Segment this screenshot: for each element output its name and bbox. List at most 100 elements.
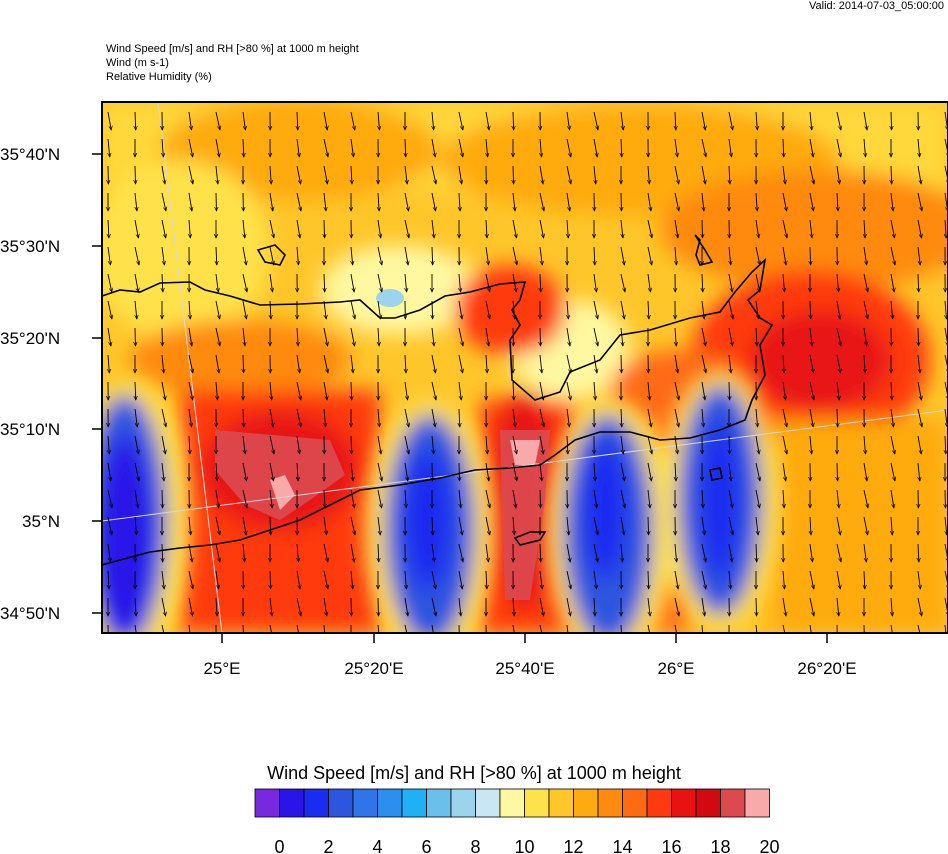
wind-arrow xyxy=(270,570,271,589)
wind-arrow xyxy=(107,462,111,481)
wind-arrow xyxy=(782,435,787,454)
wind-arrow xyxy=(404,381,408,400)
wind-arrow xyxy=(648,300,649,319)
wind-arrow xyxy=(432,300,433,319)
wind-arrow xyxy=(647,408,651,427)
wind-arrow xyxy=(701,300,704,319)
wind-arrow xyxy=(161,435,165,454)
wind-arrow xyxy=(728,300,733,319)
lon-label: 25°20'E xyxy=(344,659,403,678)
wind-arrow xyxy=(566,165,571,184)
wind-arrow xyxy=(917,165,921,184)
wind-arrow xyxy=(458,570,462,589)
wind-arrow xyxy=(432,327,434,346)
wind-arrow xyxy=(404,435,409,454)
colorbar-cell xyxy=(695,788,721,818)
wind-arrow xyxy=(431,381,436,400)
lat-label: 35°30'N xyxy=(0,237,60,256)
wind-arrow xyxy=(701,516,705,535)
wind-arrow xyxy=(296,570,300,589)
wind-arrow xyxy=(539,570,542,589)
wind-arrow xyxy=(134,246,139,265)
wind-arrow xyxy=(351,381,352,400)
lon-label: 25°E xyxy=(203,659,240,678)
wind-arrow xyxy=(350,138,354,157)
wind-arrow xyxy=(593,543,598,562)
wind-arrow xyxy=(377,489,382,508)
lat-label: 35°N xyxy=(22,512,60,531)
wind-arrow xyxy=(810,435,812,454)
wind-arrow xyxy=(189,516,191,535)
wind-arrow xyxy=(944,165,948,184)
wind-arrow xyxy=(864,354,865,373)
wind-arrow xyxy=(620,462,625,481)
wind-arrow xyxy=(593,516,598,535)
wind-arrow xyxy=(648,381,650,400)
wind-arrow xyxy=(890,489,894,508)
wind-arrow xyxy=(539,381,543,400)
wind-arrow xyxy=(486,219,487,238)
wind-arrow xyxy=(863,543,866,562)
wind-arrow xyxy=(431,354,435,373)
wind-arrow xyxy=(512,273,516,292)
wind-arrow xyxy=(755,300,759,319)
wind-arrow xyxy=(269,489,272,508)
wind-arrow xyxy=(837,489,839,508)
wind-arrow xyxy=(566,597,570,616)
colorbar-cell xyxy=(303,788,329,818)
wind-arrow xyxy=(161,597,166,616)
wind-arrow xyxy=(513,192,515,211)
wind-arrow xyxy=(108,570,109,589)
wind-arrow xyxy=(836,516,840,535)
wind-arrow xyxy=(243,138,244,157)
wind-arrow xyxy=(215,138,219,157)
wind-arrow xyxy=(674,219,678,238)
wind-arrow xyxy=(432,111,434,130)
wind-arrow xyxy=(404,165,407,184)
wind-arrow xyxy=(404,462,408,481)
wind-arrow xyxy=(377,435,381,454)
wind-arrow xyxy=(215,489,219,508)
wind-arrow xyxy=(323,300,326,319)
wind-arrow xyxy=(431,192,436,211)
wind-arrow xyxy=(863,516,868,535)
colorbar-title: Wind Speed [m/s] and RH [>80 %] at 1000 … xyxy=(267,763,681,783)
wind-arrow xyxy=(594,597,595,616)
wind-arrow xyxy=(296,381,301,400)
wind-arrow xyxy=(540,543,541,562)
wind-arrow xyxy=(269,408,273,427)
wind-arrow xyxy=(215,543,220,562)
wind-arrow xyxy=(594,381,595,400)
wind-arrow xyxy=(189,435,190,454)
wind-arrow xyxy=(377,462,382,481)
wind-arrow xyxy=(756,543,757,562)
wind-arrow xyxy=(809,597,814,616)
wind-arrow xyxy=(323,543,328,562)
wind-arrow xyxy=(134,408,137,427)
wind-arrow xyxy=(621,327,623,346)
wind-arrow xyxy=(404,408,409,427)
wind-arrow xyxy=(567,219,568,238)
wind-arrow xyxy=(459,408,460,427)
wind-arrow xyxy=(134,219,138,238)
wind-arrow xyxy=(593,111,598,130)
wind-arrow xyxy=(782,624,786,633)
wind-arrow xyxy=(215,354,219,373)
colorbar-cell xyxy=(254,788,280,818)
wind-arrow xyxy=(269,192,273,211)
wind-arrow xyxy=(810,219,812,238)
wind-arrow xyxy=(405,570,406,589)
wind-arrow xyxy=(378,408,380,427)
colorbar-cell xyxy=(744,788,770,818)
wind-arrow xyxy=(539,219,544,238)
wind-arrow xyxy=(404,192,409,211)
wind-arrow xyxy=(215,516,220,535)
wind-arrow xyxy=(702,273,703,292)
wind-arrow xyxy=(297,111,298,130)
wind-arrow xyxy=(621,543,623,562)
wind-arrow xyxy=(512,408,515,427)
wind-arrow xyxy=(701,624,703,633)
wind-arrow xyxy=(296,435,300,454)
wind-arrow xyxy=(405,489,406,508)
wind-arrow xyxy=(701,543,706,562)
